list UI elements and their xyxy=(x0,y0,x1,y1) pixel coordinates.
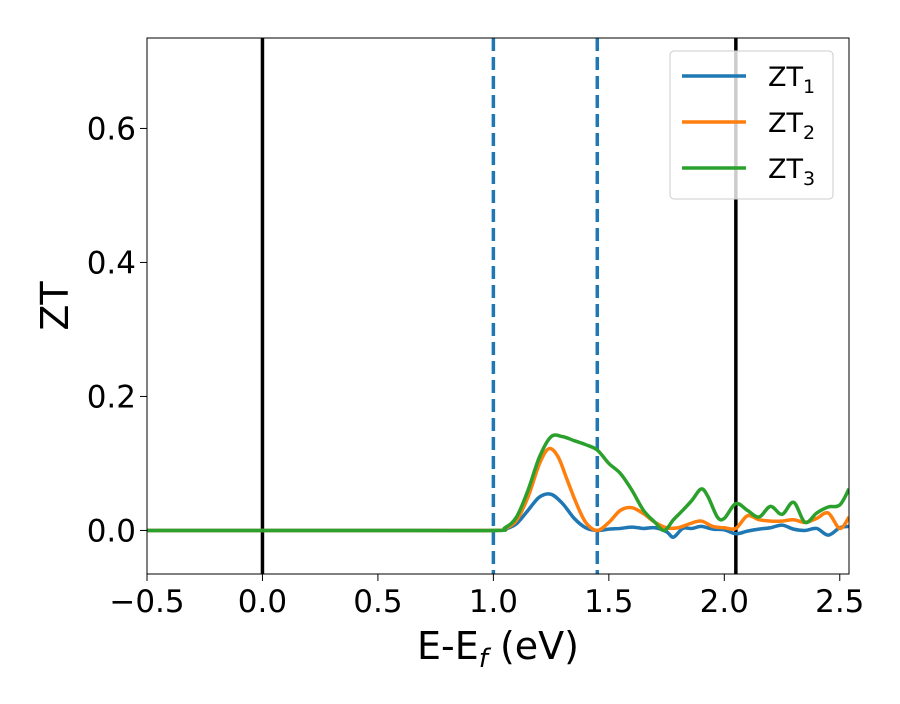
y-tick-label: 0.0 xyxy=(87,513,136,549)
y-tick-label: 0.4 xyxy=(87,245,136,281)
legend-label-zt3: ZT3 xyxy=(768,154,815,190)
y-axis-label: ZT xyxy=(33,281,77,331)
plot-frame xyxy=(146,37,850,575)
x-tick-label: 1.5 xyxy=(584,584,633,620)
x-axis: −0.5 0.0 0.5 1.0 1.5 2.0 2.5 xyxy=(109,574,864,620)
x-axis-label: E-Ef (eV) xyxy=(417,624,579,674)
x-tick-label: 1.0 xyxy=(469,584,518,620)
x-tick-label: 2.5 xyxy=(815,584,864,620)
x-tick-label: 0.0 xyxy=(238,584,287,620)
x-tick-label: −0.5 xyxy=(109,584,184,620)
y-axis: 0.0 0.2 0.4 0.6 xyxy=(87,111,147,549)
y-tick-label: 0.2 xyxy=(87,379,136,415)
legend: ZT1 ZT2 ZT3 xyxy=(669,50,834,200)
series-layer xyxy=(147,433,849,539)
series-line-zt1 xyxy=(147,492,849,539)
legend-label-zt2: ZT2 xyxy=(768,108,815,144)
series-line-zt3 xyxy=(147,433,849,533)
legend-box xyxy=(669,50,834,200)
x-tick-label: 0.5 xyxy=(353,584,402,620)
legend-label-zt1: ZT1 xyxy=(768,62,815,98)
series-line-zt2 xyxy=(147,446,849,533)
y-tick-label: 0.6 xyxy=(87,111,136,147)
reference-lines xyxy=(260,38,738,574)
x-tick-label: 2.0 xyxy=(700,584,749,620)
